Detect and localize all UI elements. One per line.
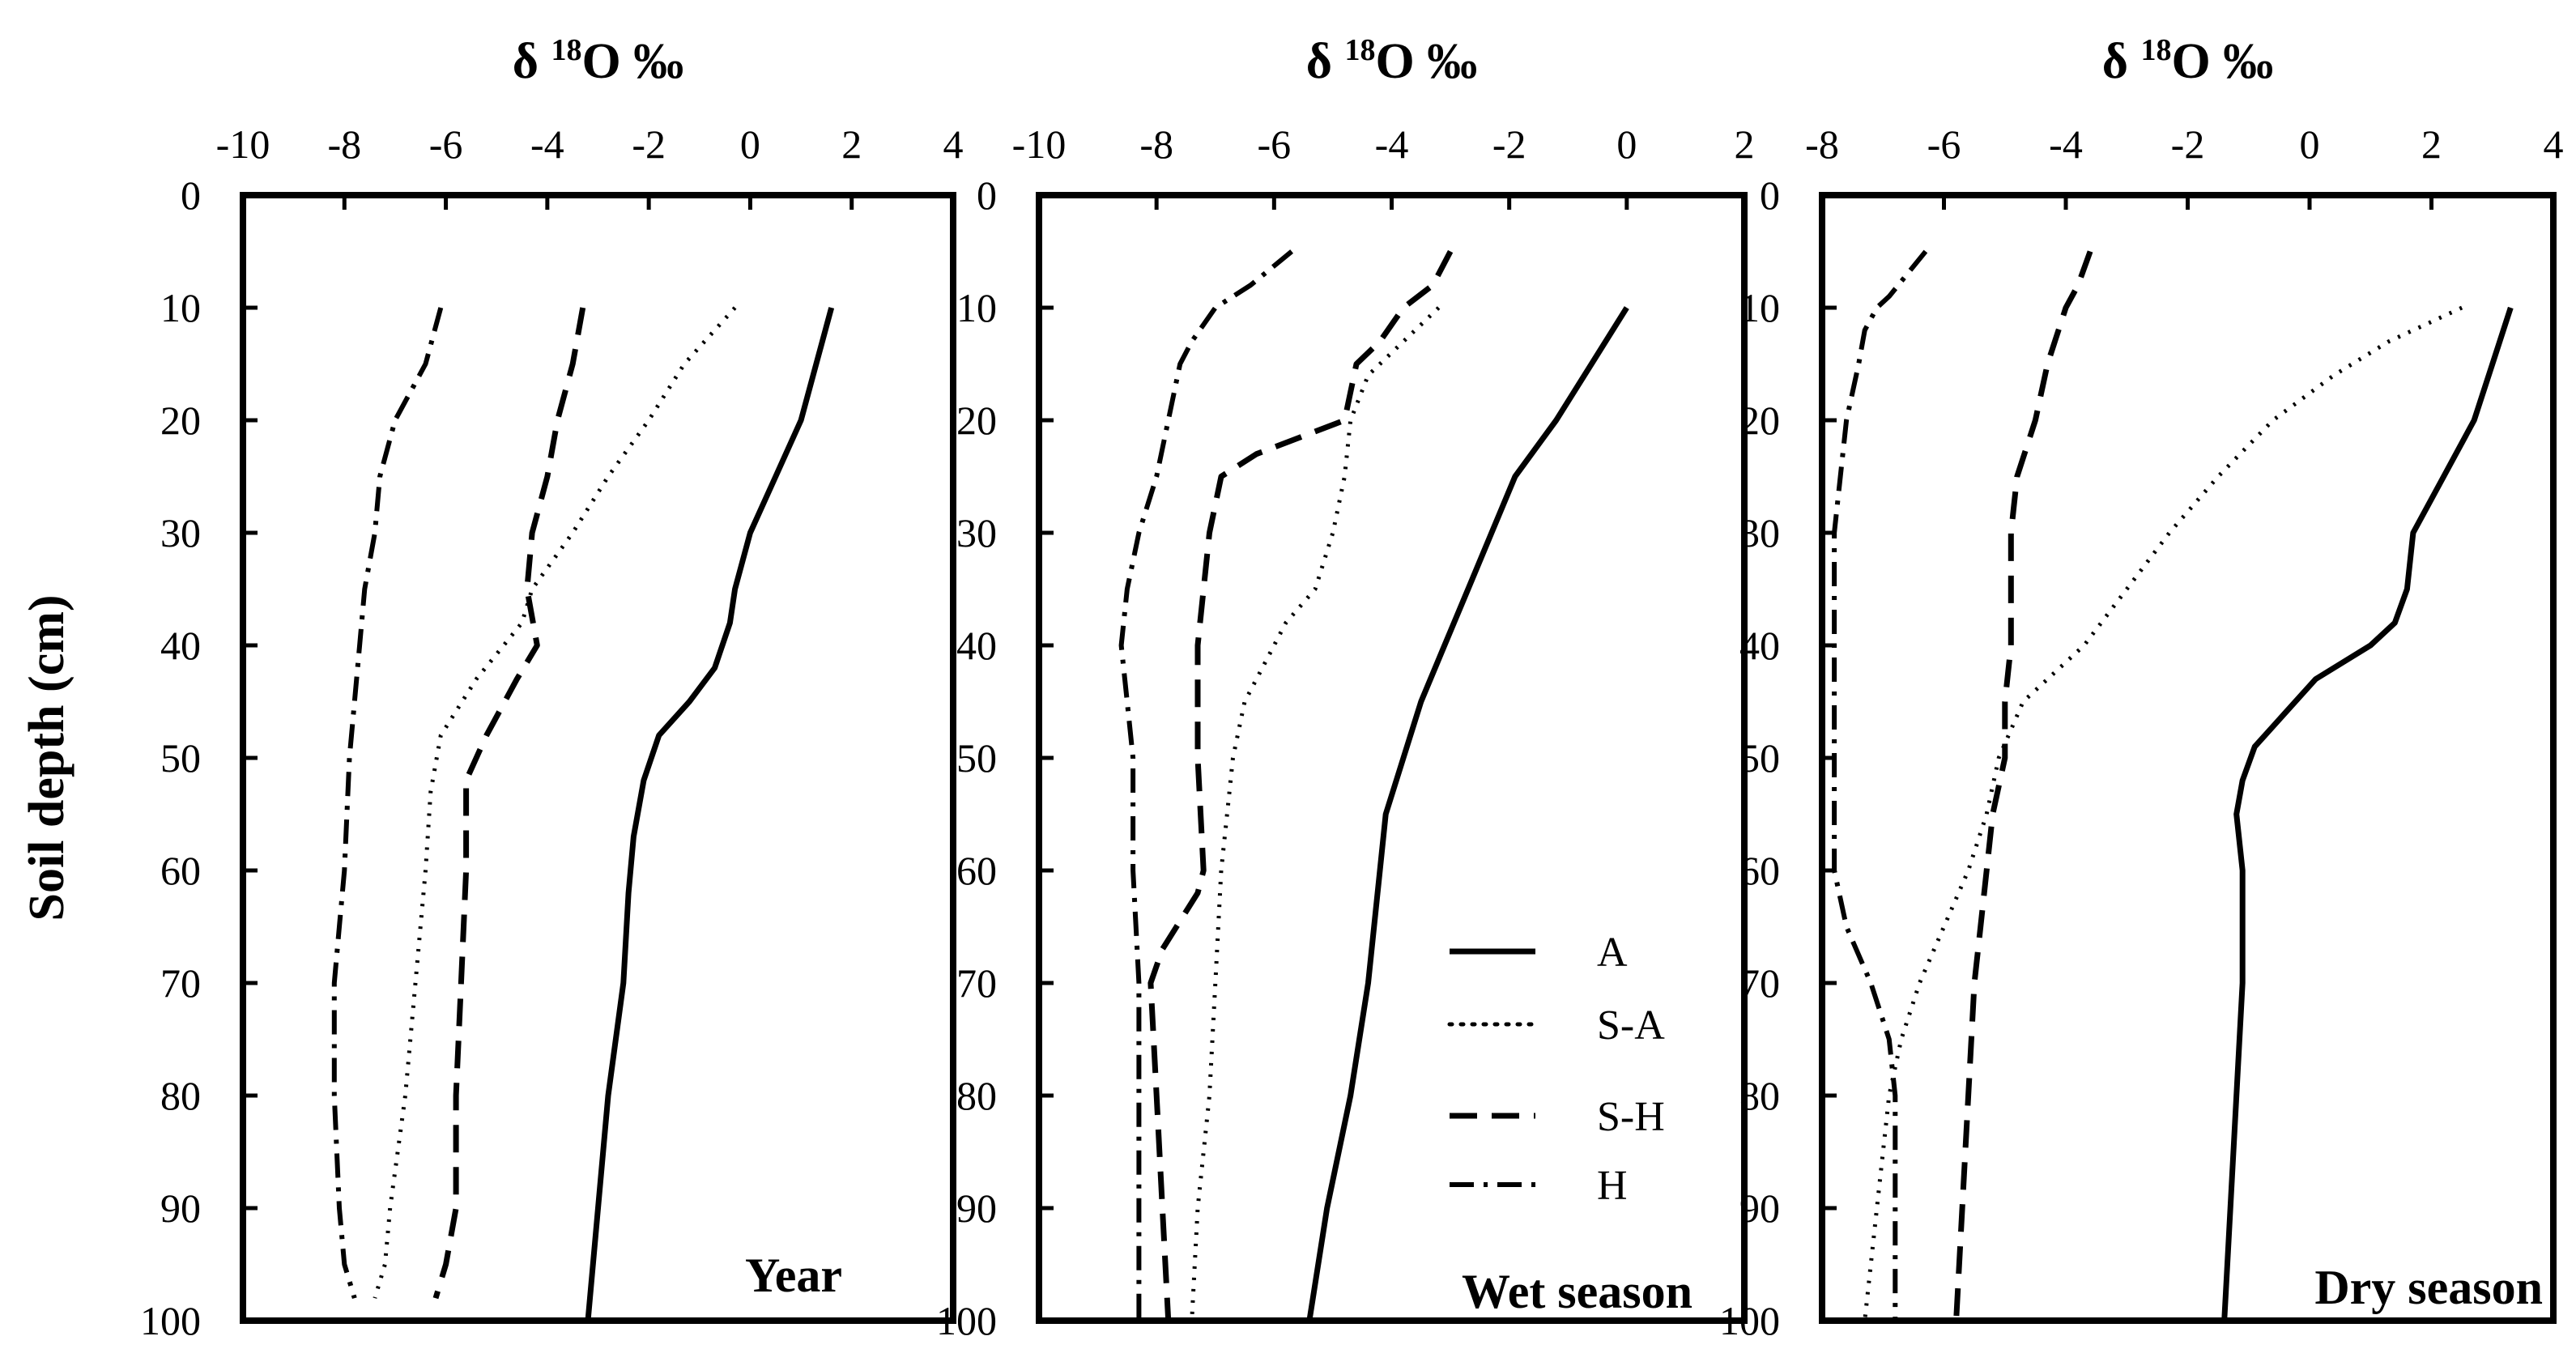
x-tick-label: -4 [1375,121,1409,167]
axis-title-main: δ [2102,34,2141,89]
y-tick-label: 100 [936,1298,997,1343]
x-tick-label: 0 [740,121,760,167]
legend-label-s-a: S-A [1597,1002,1665,1049]
y-tick-label: 40 [160,623,201,668]
y-tick-label: 50 [1739,735,1780,781]
series-line-s-a [1190,306,1441,1321]
y-tick-label: 30 [1739,510,1780,555]
series-line-h [331,307,444,1300]
y-tick-label: 10 [160,285,201,330]
x-tick-label: -2 [632,121,666,167]
axis-title-sup: 18 [2140,33,2171,67]
legend-label-a: A [1597,930,1628,976]
x-tick-label: 2 [2421,121,2442,167]
y-tick-label: 100 [1719,1298,1780,1343]
legend: A S-A S-H H [1447,930,1665,1209]
y-tick-label: 70 [160,960,201,1006]
x-tick-label: -6 [1258,121,1292,167]
legend-label-s-h: S-H [1597,1094,1665,1140]
axis-title-rest: O ‰ [581,34,683,89]
x-tick-label: 0 [1616,121,1637,167]
x-tick-label: -2 [2171,121,2205,167]
y-tick-label: 0 [1760,172,1780,218]
x-tick-label: 2 [841,121,862,167]
series-line-h [1832,249,1928,1321]
axis-title-sup: 18 [1344,33,1375,67]
series-line-s-h [432,307,586,1300]
x-tick-label: -10 [216,121,270,167]
y-tick-label: 60 [956,848,997,893]
y-tick-label: 30 [160,510,201,555]
y-tick-label: 60 [160,848,201,893]
axis-title-sup: 18 [551,33,581,67]
series-line-s-h [1953,250,2093,1321]
y-tick-label: 90 [160,1185,201,1231]
panel-label: Wet season [1462,1265,1692,1318]
x-tick-label: 0 [2300,121,2320,167]
y-tick-label: 90 [1739,1185,1780,1231]
x-tick-label: -6 [1927,121,1961,167]
plot-frame [1036,192,1748,1324]
y-tick-label: 10 [1739,285,1780,330]
y-tick-label: 80 [956,1073,997,1118]
y-tick-label: 100 [140,1298,201,1343]
axis-title: δ 18O ‰ [2102,33,2273,89]
y-tick-label: 80 [1739,1073,1780,1118]
y-tick-label: 40 [1739,623,1780,668]
plot-frame [1819,192,2557,1324]
series-line-a [1306,306,1629,1321]
x-tick-label: -4 [530,121,564,167]
series-line-h [1118,249,1294,1321]
x-tick-label: -8 [1139,121,1173,167]
y-tick-label: 50 [956,735,997,781]
series-line-a [585,307,835,1321]
x-tick-label: 4 [943,121,964,167]
x-tick-label: -8 [327,121,361,167]
legend-label-h: H [1597,1163,1628,1209]
panel-label: Dry season [2314,1261,2543,1314]
y-tick-label: 20 [956,398,997,443]
y-tick-label: 80 [160,1073,201,1118]
y-tick-label: 90 [956,1185,997,1231]
series-line-s-a [373,306,737,1299]
x-tick-label: -2 [1492,121,1526,167]
y-tick-label: 40 [956,623,997,668]
x-tick-label: 2 [1735,121,1755,167]
y-tick-label: 20 [1739,398,1780,443]
series-line-s-a [1863,305,2463,1321]
y-tick-label: 50 [160,735,201,781]
panel-label: Year [745,1249,842,1302]
y-tick-label: 60 [1739,848,1780,893]
series-line-a [2221,306,2514,1321]
y-axis-label: Soil depth (cm) [19,595,75,921]
y-tick-label: 10 [956,285,997,330]
axis-title: δ 18O ‰ [513,33,683,89]
x-tick-label: -4 [2049,121,2083,167]
plot-frame [240,192,956,1324]
y-tick-label: 0 [181,172,201,218]
y-tick-label: 70 [1739,960,1780,1006]
x-tick-label: -8 [1805,121,1839,167]
y-tick-label: 0 [977,172,997,218]
y-tick-label: 70 [956,960,997,1006]
x-tick-label: -10 [1012,121,1067,167]
axis-title: δ 18O ‰ [1306,33,1477,89]
y-tick-label: 30 [956,510,997,555]
axis-title-main: δ [1306,34,1345,89]
axis-title-main: δ [513,34,551,89]
axis-title-rest: O ‰ [2171,34,2273,89]
series-line-s-h [1147,249,1454,1321]
axis-title-rest: O ‰ [1375,34,1477,89]
x-tick-label: -6 [429,121,463,167]
x-tick-label: 4 [2544,121,2564,167]
y-tick-label: 20 [160,398,201,443]
